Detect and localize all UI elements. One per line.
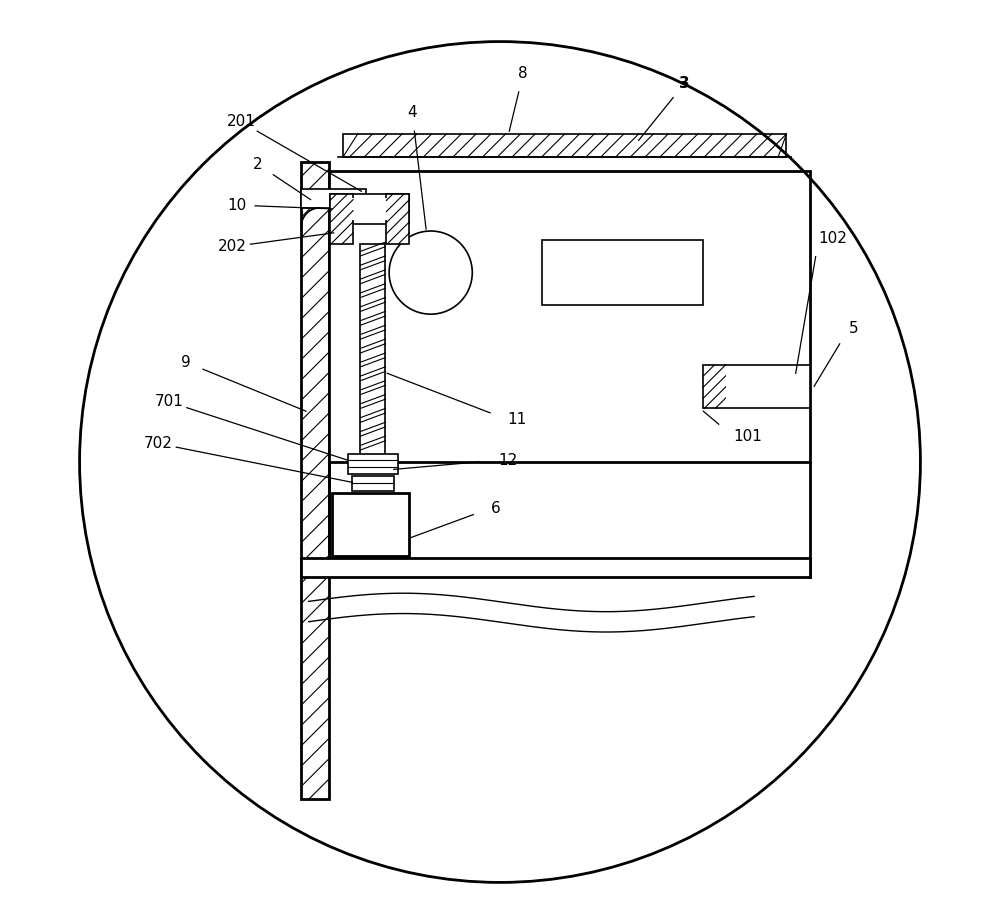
Bar	[301, 189, 366, 208]
Bar	[301, 162, 329, 799]
Bar	[726, 370, 809, 404]
Text: 202: 202	[218, 239, 246, 254]
Bar	[348, 454, 398, 474]
Bar	[542, 240, 703, 305]
Bar	[332, 493, 409, 556]
Bar	[352, 198, 392, 220]
Bar	[343, 134, 786, 157]
Bar	[330, 194, 353, 244]
Text: 6: 6	[491, 501, 501, 516]
Text: 702: 702	[144, 436, 173, 451]
Text: 10: 10	[227, 198, 246, 213]
Bar	[360, 244, 385, 457]
Text: 8: 8	[518, 67, 528, 81]
Text: 701: 701	[155, 395, 184, 409]
Bar	[703, 365, 810, 408]
Bar	[329, 171, 810, 462]
Text: 12: 12	[498, 453, 517, 468]
Bar	[330, 194, 409, 224]
Text: 2: 2	[253, 157, 263, 172]
Bar	[352, 476, 394, 491]
Text: 3: 3	[679, 76, 690, 91]
Text: 102: 102	[819, 231, 848, 246]
Bar	[386, 194, 409, 244]
Text: 101: 101	[733, 429, 762, 444]
Bar	[301, 558, 810, 577]
Text: 4: 4	[407, 105, 417, 120]
Text: 5: 5	[849, 321, 859, 335]
Text: 9: 9	[181, 355, 191, 370]
Text: 201: 201	[227, 115, 256, 129]
Text: 11: 11	[507, 412, 527, 427]
